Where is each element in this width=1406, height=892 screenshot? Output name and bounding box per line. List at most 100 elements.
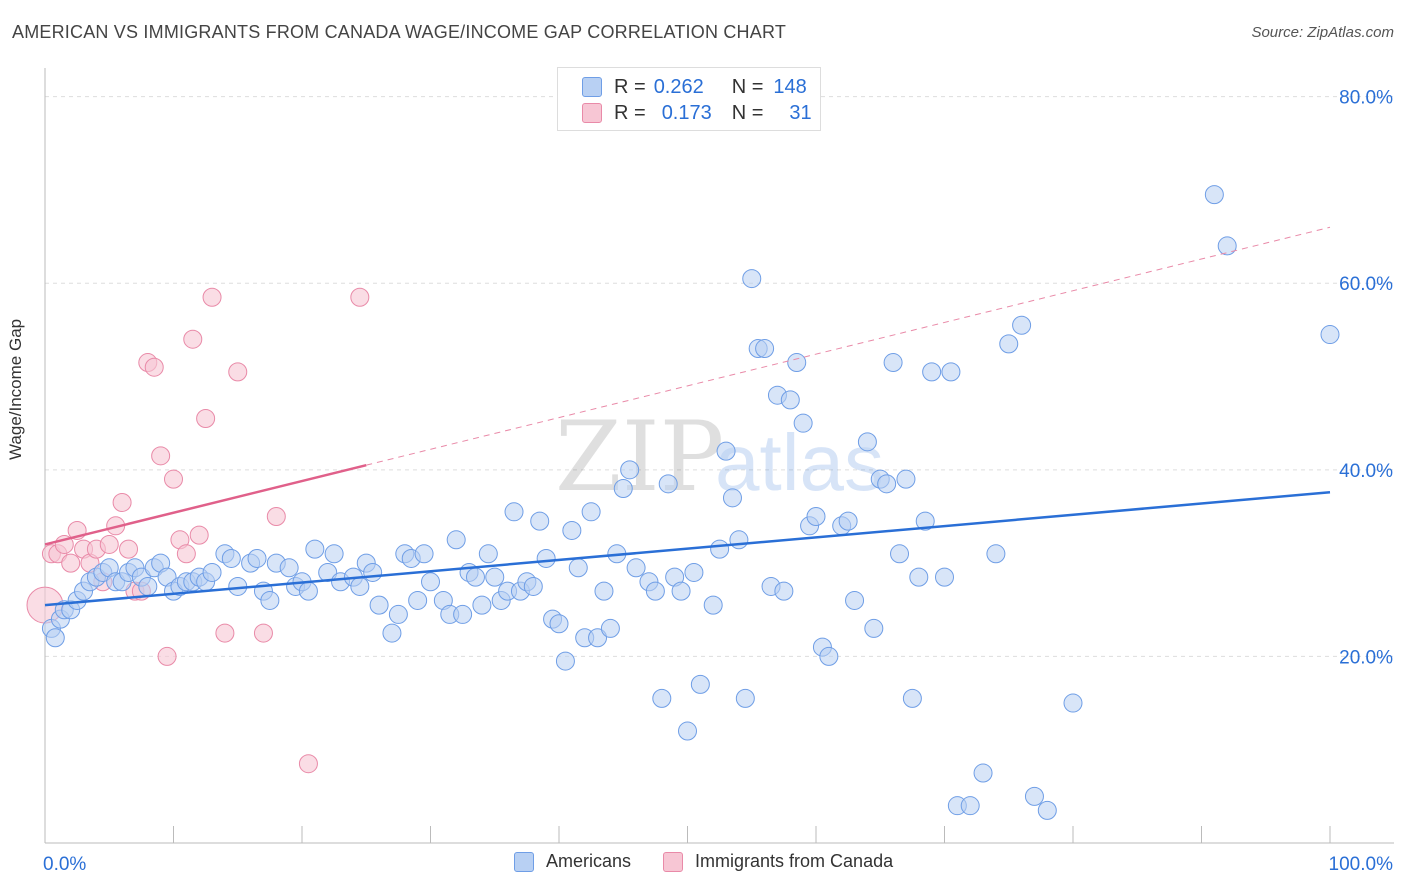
data-point-immigrants xyxy=(253,623,273,643)
data-point-americans xyxy=(279,558,299,578)
data-point-americans xyxy=(819,646,839,666)
data-point-americans xyxy=(388,604,408,624)
immigrants-swatch xyxy=(582,103,602,123)
series-immigrants-from-canada xyxy=(26,287,370,774)
data-point-immigrants xyxy=(350,287,370,307)
data-point-americans xyxy=(350,576,370,596)
data-point-americans xyxy=(652,688,672,708)
watermark-zip: ZIP xyxy=(555,401,724,513)
americans-trend-line xyxy=(44,490,1331,607)
axes xyxy=(44,68,1394,844)
legend-label-americans: Americans xyxy=(546,851,632,871)
data-point-americans xyxy=(298,581,318,601)
data-point-americans xyxy=(838,511,858,531)
data-point-americans xyxy=(221,548,241,568)
data-point-americans xyxy=(260,590,280,610)
data-point-americans xyxy=(465,567,485,587)
data-point-americans xyxy=(1063,693,1083,713)
legend-item-americans[interactable]: Americans xyxy=(514,851,631,872)
immigrants-legend-swatch xyxy=(663,851,684,872)
source-credit: Source: ZipAtlas.com xyxy=(1251,24,1394,41)
data-point-americans xyxy=(414,544,434,564)
data-point-americans xyxy=(1217,236,1237,256)
data-point-immigrants xyxy=(157,646,177,666)
data-point-americans xyxy=(1320,325,1340,345)
data-point-americans xyxy=(658,474,678,494)
data-point-americans xyxy=(369,595,389,615)
data-point-americans xyxy=(986,544,1006,564)
y-tick-label: 60.0% xyxy=(1339,274,1393,295)
data-point-immigrants xyxy=(119,539,139,559)
r-value-americans: 0.262 xyxy=(653,75,704,98)
data-point-immigrants xyxy=(112,492,132,512)
data-point-americans xyxy=(530,511,550,531)
data-point-immigrants xyxy=(266,506,286,526)
data-point-americans xyxy=(549,614,569,634)
n-value-immigrants: 31 xyxy=(789,101,812,124)
data-point-americans xyxy=(735,688,755,708)
data-point-americans xyxy=(915,511,935,531)
data-point-americans xyxy=(421,572,440,592)
data-point-americans xyxy=(504,502,524,522)
data-point-americans xyxy=(453,604,473,624)
data-point-americans xyxy=(710,539,730,559)
legend-item-immigrants[interactable]: Immigrants from Canada xyxy=(663,851,893,872)
data-point-americans xyxy=(864,618,884,638)
data-point-americans xyxy=(202,562,222,582)
n-label: N = xyxy=(731,101,764,124)
data-point-americans xyxy=(305,539,325,559)
data-point-americans xyxy=(890,544,910,564)
data-point-immigrants xyxy=(144,357,164,377)
data-point-immigrants xyxy=(151,446,171,466)
data-point-americans xyxy=(613,478,633,498)
data-point-americans xyxy=(883,353,903,373)
data-point-americans xyxy=(382,623,402,643)
x-tick-label: 100.0% xyxy=(1329,854,1394,875)
data-point-americans xyxy=(645,581,665,601)
data-point-americans xyxy=(902,688,922,708)
data-point-americans xyxy=(588,628,608,648)
americans-legend-swatch xyxy=(514,851,534,872)
data-point-americans xyxy=(941,362,961,382)
data-point-americans xyxy=(45,628,65,648)
data-point-americans xyxy=(896,469,916,489)
data-point-americans xyxy=(1204,185,1224,205)
data-point-americans xyxy=(960,796,980,816)
data-point-americans xyxy=(999,334,1019,354)
data-point-americans xyxy=(600,618,620,638)
grid-lines xyxy=(45,96,1394,657)
data-point-americans xyxy=(562,520,582,540)
data-point-immigrants xyxy=(164,469,183,489)
series-americans xyxy=(41,185,1340,820)
r-label: R = xyxy=(614,75,646,98)
watermark-atlas: atlas xyxy=(715,418,884,507)
data-point-americans xyxy=(684,562,704,582)
immigrants-trend-line xyxy=(44,463,367,546)
n-label: N = xyxy=(731,75,764,98)
data-point-americans xyxy=(594,581,614,601)
data-point-americans xyxy=(973,763,993,783)
correlation-legend: R = 0.262 N = 148 R = 0.173 N = 31 xyxy=(557,67,821,131)
data-point-americans xyxy=(678,721,697,741)
data-point-americans xyxy=(690,674,710,694)
r-value-immigrants: 0.173 xyxy=(661,101,712,124)
data-point-americans xyxy=(671,581,691,601)
data-point-americans xyxy=(722,488,742,508)
data-point-americans xyxy=(935,567,954,587)
n-value-americans: 148 xyxy=(773,75,807,98)
data-point-americans xyxy=(523,576,543,596)
data-point-americans xyxy=(755,339,775,359)
data-point-americans xyxy=(780,390,800,410)
chart-title: AMERICAN VS IMMIGRANTS FROM CANADA WAGE/… xyxy=(12,22,787,42)
x-tick-label: 0.0% xyxy=(43,854,86,875)
data-point-americans xyxy=(446,530,466,550)
immigrants-trend-extension xyxy=(366,226,1331,466)
trend-lines xyxy=(44,226,1331,607)
data-point-americans xyxy=(806,506,826,526)
data-point-immigrants xyxy=(99,534,119,554)
data-point-americans xyxy=(1012,315,1032,335)
data-point-americans xyxy=(581,502,601,522)
data-point-immigrants xyxy=(183,329,203,349)
data-point-americans xyxy=(478,544,498,564)
